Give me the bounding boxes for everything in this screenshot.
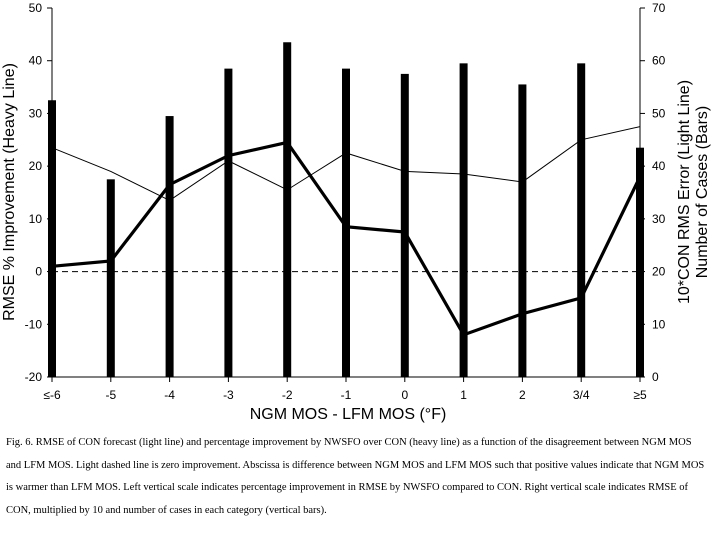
x-tick-label: 1 xyxy=(460,388,467,402)
right-axis-title-line1: 10*CON RMS Error (Light Line) xyxy=(676,80,693,304)
right-tick-label: 0 xyxy=(652,370,659,384)
x-tick-label: 2 xyxy=(519,388,526,402)
light-line-series xyxy=(51,126,641,201)
right-tick-label: 30 xyxy=(652,212,666,226)
left-tick-label: 40 xyxy=(29,54,43,68)
left-tick-label: 20 xyxy=(29,159,43,173)
left-tick-label: -20 xyxy=(25,370,43,384)
x-axis-title: NGM MOS - LFM MOS (°F) xyxy=(250,406,447,423)
figure-caption: Fig. 6. RMSE of CON forecast (light line… xyxy=(6,437,705,516)
x-tick-label: ≥5 xyxy=(633,388,647,402)
x-tick-label: 0 xyxy=(401,388,408,402)
bar xyxy=(106,179,115,377)
bars-layer xyxy=(48,42,644,378)
heavy-line-series xyxy=(51,140,642,337)
left-axis-title: RMSE % Improvement (Heavy Line) xyxy=(1,63,18,321)
bar xyxy=(518,84,527,377)
bar xyxy=(342,68,350,377)
x-tick-label: ≤-6 xyxy=(43,388,61,402)
right-tick-label: 70 xyxy=(652,1,666,15)
bar xyxy=(400,73,409,378)
left-tick-label: 10 xyxy=(29,212,43,226)
left-tick-label: -10 xyxy=(25,317,43,331)
left-axis-ticks: -20 -10 0 10 20 30 40 50 xyxy=(25,1,52,384)
bar xyxy=(165,116,174,378)
x-tick-label: -5 xyxy=(105,388,116,402)
x-tick-label: 3/4 xyxy=(573,388,590,402)
bar xyxy=(283,42,292,378)
bar xyxy=(224,68,233,377)
x-tick-label: -4 xyxy=(164,388,175,402)
x-tick-label: -2 xyxy=(282,388,293,402)
right-tick-label: 10 xyxy=(652,317,666,331)
right-tick-label: 40 xyxy=(652,159,666,173)
right-tick-label: 50 xyxy=(652,106,666,120)
bar xyxy=(577,63,586,377)
x-tick-label: -1 xyxy=(341,388,352,402)
x-axis-ticks: ≤-6 -5 -4 -3 -2 -1 0 1 2 3/4 ≥5 xyxy=(43,377,647,402)
right-tick-label: 20 xyxy=(652,265,666,279)
x-tick-label: -3 xyxy=(223,388,234,402)
left-tick-label: 30 xyxy=(29,106,43,120)
right-axis-title-line2: Number of Cases (Bars) xyxy=(694,106,711,279)
left-tick-label: 50 xyxy=(29,1,43,15)
left-tick-label: 0 xyxy=(35,265,42,279)
bar xyxy=(459,63,468,377)
right-tick-label: 60 xyxy=(652,54,666,68)
right-axis-ticks: 0 10 20 30 40 50 60 70 xyxy=(640,1,666,384)
